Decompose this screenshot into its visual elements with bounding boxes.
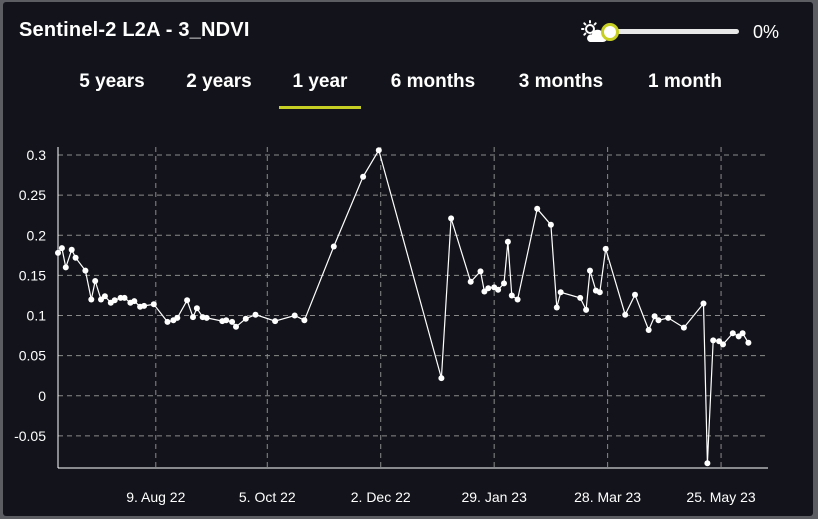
data-point[interactable]: [655, 317, 662, 324]
data-point[interactable]: [68, 246, 75, 253]
data-point[interactable]: [587, 267, 593, 274]
data-point[interactable]: [92, 278, 99, 284]
data-point[interactable]: [651, 313, 658, 320]
data-point[interactable]: [101, 293, 108, 300]
data-point[interactable]: [665, 314, 672, 321]
data-point[interactable]: [301, 317, 308, 324]
data-point[interactable]: [632, 291, 638, 298]
data-point[interactable]: [150, 301, 157, 308]
data-point[interactable]: [514, 296, 521, 303]
data-point[interactable]: [577, 294, 584, 301]
data-point[interactable]: [700, 300, 707, 307]
data-point[interactable]: [501, 280, 507, 287]
data-point[interactable]: [553, 304, 560, 311]
tab-1-month[interactable]: 1 month: [648, 71, 722, 92]
data-point[interactable]: [233, 323, 239, 330]
data-point[interactable]: [88, 296, 95, 303]
data-point[interactable]: [62, 264, 69, 271]
data-point[interactable]: [190, 314, 196, 321]
tab-5-years[interactable]: 5 years: [79, 71, 145, 92]
x-tick-label: 2. Dec 22: [351, 489, 411, 505]
chart-panel: Sentinel-2 L2A - 3_NDVI 0% 5 years 2 yea…: [3, 2, 813, 516]
y-tick-label: -0.05: [14, 428, 46, 444]
y-tick-label: 0.3: [27, 147, 47, 163]
data-point[interactable]: [583, 306, 590, 313]
ndvi-series-line: [57, 148, 749, 464]
data-point[interactable]: [645, 327, 652, 333]
x-tick-label: 25. May 23: [686, 489, 755, 505]
data-point[interactable]: [58, 245, 65, 252]
data-point[interactable]: [330, 243, 337, 250]
data-point[interactable]: [508, 292, 515, 299]
data-point[interactable]: [131, 298, 138, 305]
ndvi-series: [55, 147, 752, 467]
data-point[interactable]: [184, 297, 191, 304]
data-point[interactable]: [82, 267, 89, 274]
data-point[interactable]: [164, 318, 171, 325]
data-point[interactable]: [504, 238, 511, 245]
tab-2-years[interactable]: 2 years: [186, 71, 252, 92]
x-tick-label: 9. Aug 22: [126, 489, 185, 505]
data-point[interactable]: [729, 330, 736, 337]
data-point[interactable]: [622, 311, 629, 318]
y-tick-label: 0: [38, 388, 46, 404]
data-point[interactable]: [203, 314, 210, 321]
panel-title: Sentinel-2 L2A - 3_NDVI: [19, 19, 250, 41]
y-tick-label: 0.15: [19, 267, 46, 283]
ndvi-line-chart: -0.05 0 0.05 0.1 0.15 0.2 0.25 0.3 9. Aug 22 5. O…: [14, 147, 768, 505]
data-point[interactable]: [557, 289, 564, 296]
data-point[interactable]: [467, 278, 474, 285]
data-point[interactable]: [495, 286, 502, 293]
data-point[interactable]: [55, 249, 61, 256]
data-point[interactable]: [360, 173, 367, 180]
data-point[interactable]: [229, 318, 236, 325]
y-tick-label: 0.05: [19, 348, 46, 364]
time-range-tabs: 5 years 2 years 1 year 6 months 3 months…: [3, 68, 813, 109]
data-point[interactable]: [448, 215, 455, 222]
data-point[interactable]: [111, 297, 118, 304]
y-tick-label: 0.2: [27, 227, 47, 243]
data-point[interactable]: [680, 324, 687, 331]
tab-3-months[interactable]: 3 months: [518, 71, 604, 92]
data-point[interactable]: [602, 245, 609, 252]
chart-axes: -0.05 0 0.05 0.1 0.15 0.2 0.25 0.3 9. Aug 22 5. O…: [14, 147, 768, 505]
data-point[interactable]: [291, 312, 298, 319]
data-point[interactable]: [710, 337, 717, 344]
data-point[interactable]: [485, 285, 492, 292]
data-point[interactable]: [534, 205, 541, 212]
y-tick-label: 0.25: [19, 187, 46, 203]
data-point[interactable]: [375, 147, 382, 154]
data-point[interactable]: [547, 221, 554, 228]
data-point[interactable]: [141, 302, 148, 309]
cloud-coverage-value: 0%: [753, 22, 780, 42]
data-point[interactable]: [242, 315, 249, 322]
data-point[interactable]: [477, 268, 484, 275]
tab-1-year[interactable]: 1 year: [279, 68, 361, 109]
data-point[interactable]: [438, 375, 445, 382]
y-tick-label: 0.1: [27, 308, 47, 324]
x-tick-label: 29. Jan 23: [461, 489, 527, 505]
x-tick-label: 5. Oct 22: [239, 489, 296, 505]
data-point[interactable]: [174, 314, 181, 321]
tab-6-months[interactable]: 6 months: [390, 71, 476, 92]
data-point[interactable]: [121, 294, 128, 301]
data-point[interactable]: [252, 311, 259, 318]
chart-grid: [58, 147, 768, 468]
data-point[interactable]: [272, 318, 279, 325]
data-point[interactable]: [223, 317, 230, 324]
data-point[interactable]: [704, 460, 711, 467]
data-point[interactable]: [596, 289, 603, 296]
cloud-coverage-slider[interactable]: [601, 23, 739, 41]
data-point[interactable]: [72, 254, 79, 261]
data-point[interactable]: [720, 341, 726, 348]
data-point[interactable]: [745, 339, 752, 346]
data-point[interactable]: [193, 305, 200, 312]
slider-handle[interactable]: [601, 23, 619, 41]
data-point[interactable]: [739, 330, 746, 337]
x-tick-label: 28. Mar 23: [574, 489, 641, 505]
